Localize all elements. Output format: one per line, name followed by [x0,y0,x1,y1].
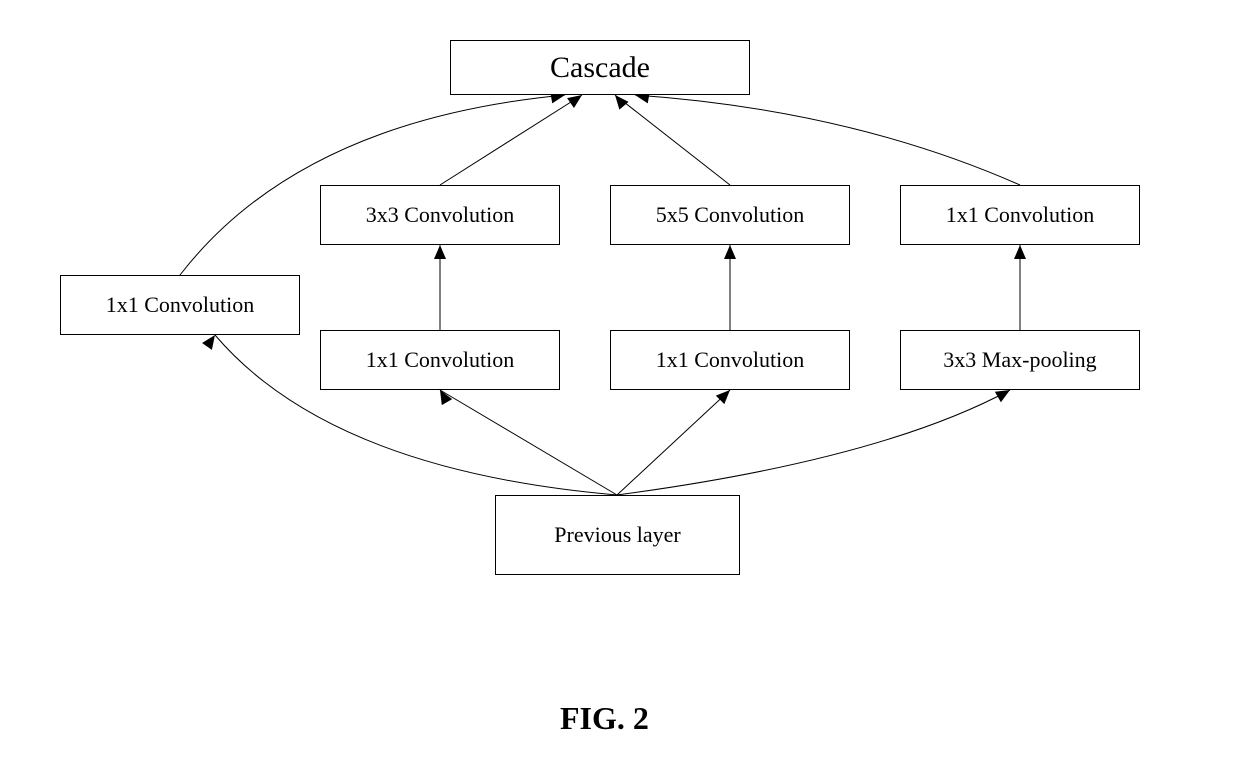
node-label: Cascade [550,51,650,85]
node-conv1x1-a: 1x1 Convolution [320,330,560,390]
node-conv1x1-b: 1x1 Convolution [610,330,850,390]
node-conv1x1-left: 1x1 Convolution [60,275,300,335]
caption-text: FIG. 2 [560,700,649,736]
node-label: 5x5 Convolution [656,202,805,228]
edges-layer [0,0,1240,780]
node-label: Previous layer [554,522,680,548]
node-label: 3x3 Max-pooling [943,347,1096,373]
node-cascade: Cascade [450,40,750,95]
node-label: 1x1 Convolution [656,347,805,373]
node-previous-layer: Previous layer [495,495,740,575]
node-conv1x1-right: 1x1 Convolution [900,185,1140,245]
node-label: 3x3 Convolution [366,202,515,228]
diagram-canvas: Cascade 3x3 Convolution 5x5 Convolution … [0,0,1240,780]
node-conv5x5: 5x5 Convolution [610,185,850,245]
figure-caption: FIG. 2 [560,700,649,737]
node-conv3x3: 3x3 Convolution [320,185,560,245]
node-label: 1x1 Convolution [946,202,1095,228]
node-label: 1x1 Convolution [106,292,255,318]
node-maxpool: 3x3 Max-pooling [900,330,1140,390]
node-label: 1x1 Convolution [366,347,515,373]
